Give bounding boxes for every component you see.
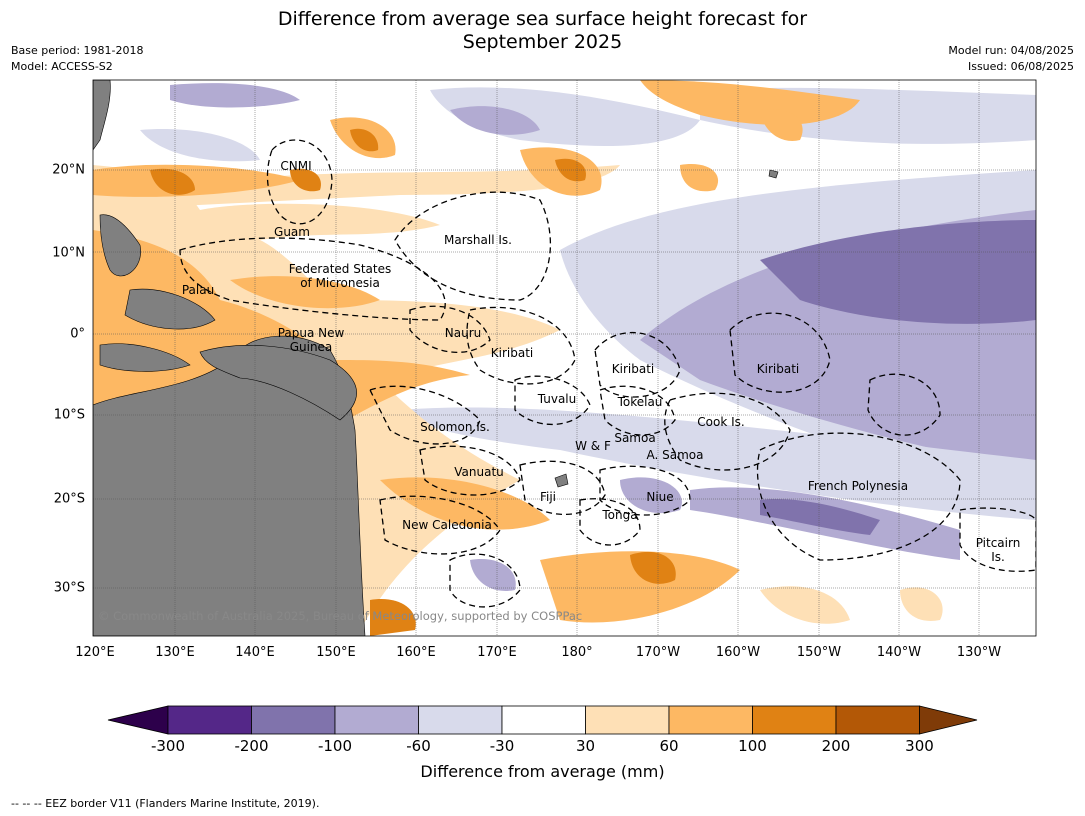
region-label: Samoa [614,431,656,445]
region-label: CNMI [280,159,312,173]
y-tick-label: 30°S [53,580,85,596]
region-label: W & F [575,439,611,453]
x-tick-label: 130°W [956,645,1002,660]
map-area [93,80,1036,636]
x-tick-label: 150°E [316,645,356,660]
footer-note: -- -- -- EEZ border V11 (Flanders Marine… [11,797,320,810]
colorbar-tick: -200 [234,737,269,755]
colorbar-bin [585,705,670,735]
region-label: Solomon Is. [420,420,490,434]
colorbar-bin [501,705,586,735]
colorbar [107,705,978,735]
grid-lines [93,80,1036,636]
x-tick-label: 160°W [715,645,761,660]
region-label: French Polynesia [807,479,909,493]
x-tick-label: 170°E [477,645,517,660]
land [93,80,779,636]
title-line-1: Difference from average sea surface heig… [277,8,808,30]
region-label: Tuvalu [537,392,577,406]
colorbar-tick: 300 [905,737,934,755]
eez-borders [179,139,1036,608]
region-label: Papua New Guinea [277,326,345,354]
region-label: Marshall Is. [444,233,512,247]
region-label: Kiribati [611,362,655,376]
colorbar-bin [334,705,419,735]
colorbar-tick: -30 [489,737,515,755]
x-tick-label: 170°W [635,645,681,660]
colorbar-tick: -300 [150,737,186,755]
region-label: Tonga [602,508,638,522]
x-tick-label: 160°E [396,645,436,660]
colorbar-bin [752,705,837,735]
region-label: Pitcairn Is. [975,536,1021,564]
y-tick-label: 10°S [53,407,85,423]
x-tick-label: 140°W [876,645,922,660]
region-label: Palau [181,283,215,297]
map-frame [92,79,1037,637]
region-label: Nauru [444,326,482,340]
chart-title: Difference from average sea surface heig… [0,8,1085,54]
model-run: Model run: 04/08/2025 [948,44,1074,57]
colorbar-bin [835,705,920,735]
region-label: Fiji [539,490,557,504]
x-tick-label: 150°W [796,645,842,660]
colorbar-bin [167,705,252,735]
y-tick-label: 10°N [52,245,85,261]
colorbar-tick: -100 [317,737,353,755]
copyright-notice: © Commonwealth of Australia 2025, Bureau… [98,609,583,623]
colorbar-tick: 60 [659,737,679,755]
y-tick-label: 20°S [53,491,85,507]
colorbar-tick: 100 [738,737,767,755]
x-tick-label: 130°E [155,645,195,660]
region-label: Tokelau [617,395,663,409]
colorbar-tick: 200 [821,737,851,755]
region-label: Niue [646,490,674,504]
region-label: Kiribati [756,362,800,376]
region-label: A. Samoa [646,448,704,462]
region-label: Cook Is. [697,415,745,429]
colorbar-bin [251,705,336,735]
region-label: Guam [274,225,310,239]
x-tick-label: 180° [561,645,593,660]
colorbar-bin [418,705,503,735]
x-tick-label: 120°E [75,645,115,660]
meta-right: Model run: 04/08/2025 Issued: 06/08/2025 [948,43,1074,75]
colorbar-tick: -60 [406,737,431,755]
colorbar-title: Difference from average (mm) [420,762,665,781]
region-label: Federated States of Micronesia [288,262,392,290]
region-label: Vanuatu [454,465,504,479]
colorbar-tick: 30 [575,737,596,755]
meta-left: Base period: 1981-2018 Model: ACCESS-S2 [11,43,143,75]
y-tick-label: 0° [70,326,85,342]
region-label: New Caledonia [402,518,492,532]
region-label: Kiribati [490,346,534,360]
model-name: Model: ACCESS-S2 [11,60,113,73]
y-tick-label: 20°N [52,162,85,178]
colorbar-extend-low [107,705,169,735]
colorbar-extend-high [919,705,978,735]
title-line-2: September 2025 [462,31,623,53]
x-tick-label: 140°E [235,645,275,660]
base-period: Base period: 1981-2018 [11,44,144,57]
colorbar-bin [668,705,753,735]
issued-date: Issued: 06/08/2025 [967,60,1074,73]
